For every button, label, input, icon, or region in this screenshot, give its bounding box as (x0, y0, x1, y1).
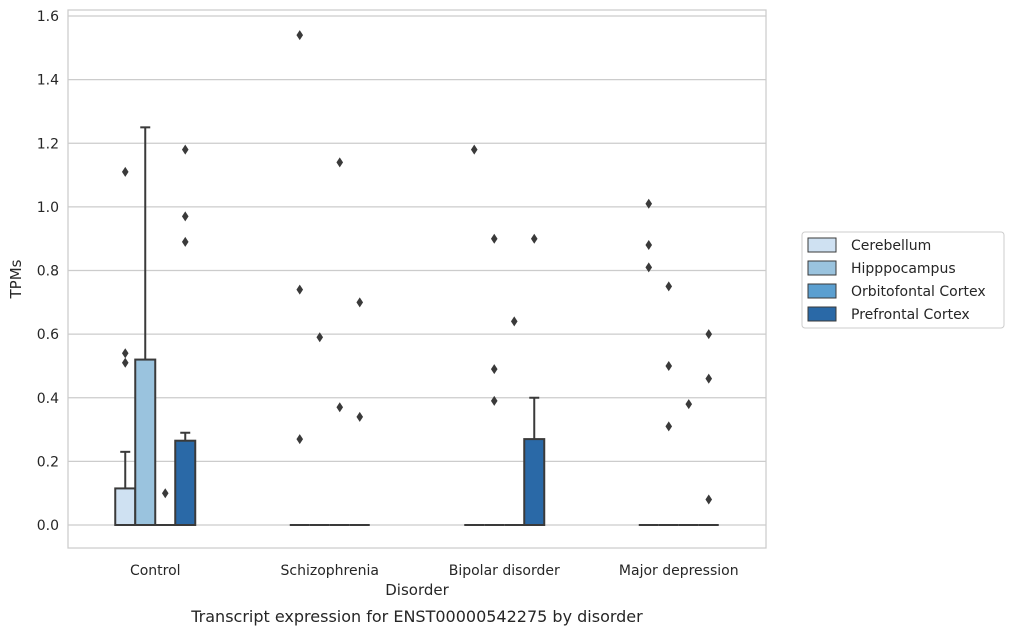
box-prefrontal-cortex (523, 233, 546, 527)
outlier-point (181, 211, 189, 222)
outlier-point (181, 144, 189, 155)
box (174, 439, 197, 526)
chart-caption: Transcript expression for ENST0000054227… (190, 607, 643, 626)
box (523, 438, 546, 527)
box-prefrontal-cortex (698, 329, 719, 526)
outlier-point (181, 236, 189, 247)
outlier-point (121, 357, 129, 368)
x-tick-label: Bipolar disorder (449, 563, 560, 579)
outlier-point (685, 399, 693, 410)
box-hipppocampus (134, 126, 157, 527)
outlier-point (356, 297, 364, 308)
outlier-point (665, 360, 673, 371)
outlier-point (316, 332, 324, 343)
outlier-point (490, 364, 498, 375)
x-tick-label: Major depression (619, 563, 739, 579)
box-orbitofontal-cortex (329, 157, 350, 526)
legend-label: Cerebellum (851, 238, 931, 254)
outlier-point (645, 262, 653, 273)
outlier-point (336, 157, 344, 168)
outlier-point (510, 316, 518, 327)
box-cerebellum (289, 30, 310, 526)
boxes-layer (114, 30, 719, 527)
y-tick-label: 1.6 (37, 9, 59, 25)
y-tick-label: 0.4 (37, 391, 59, 407)
y-tick-label: 1.2 (37, 136, 59, 152)
legend-swatch (807, 260, 837, 276)
outlier-point (705, 373, 713, 384)
box-orbitofontal-cortex (678, 399, 699, 526)
x-tick-labels: Control Schizophrenia Bipolar disorder Majo… (130, 563, 739, 579)
outlier-point (336, 402, 344, 413)
box (134, 358, 157, 527)
outlier-point (470, 144, 478, 155)
outlier-point (490, 233, 498, 244)
outlier-point (121, 348, 129, 359)
outlier-point (645, 240, 653, 251)
outlier-point (530, 233, 538, 244)
outlier-point (296, 30, 304, 41)
x-axis-label: Disorder (385, 581, 449, 599)
legend-swatch (807, 306, 837, 322)
y-tick-label: 0.0 (37, 518, 59, 534)
box-cerebellum (638, 198, 659, 526)
y-tick-label: 1.4 (37, 73, 59, 89)
outlier-point (121, 166, 129, 177)
box (114, 487, 137, 526)
box-hipppocampus (309, 332, 330, 526)
legend: Cerebellum Hipppocampus Orbitofontal Corte… (801, 231, 1005, 329)
legend-frame (801, 231, 1005, 329)
outlier-point (705, 494, 713, 505)
y-tick-labels: 0.0 0.2 0.4 0.6 0.8 1.0 1.2 1.4 1.6 (37, 9, 59, 534)
y-tick-label: 0.8 (37, 264, 59, 280)
box-prefrontal-cortex (349, 297, 370, 526)
box-orbitofontal-cortex (155, 488, 176, 526)
outlier-point (665, 281, 673, 292)
y-tick-label: 0.2 (37, 454, 59, 470)
plot-frame (67, 9, 767, 549)
box-orbitofontal-cortex (504, 316, 525, 526)
box-prefrontal-cortex (174, 144, 197, 526)
legend-swatch (807, 283, 837, 299)
y-tick-label: 0.6 (37, 327, 59, 343)
legend-label: Orbitofontal Cortex (851, 284, 986, 300)
outlier-point (296, 284, 304, 295)
box-cerebellum (114, 166, 137, 526)
outlier-point (705, 329, 713, 340)
box-hipppocampus (484, 233, 505, 526)
outlier-point (161, 488, 169, 499)
outlier-point (665, 421, 673, 432)
y-axis-label: TPMs (7, 259, 25, 299)
legend-label: Prefrontal Cortex (851, 307, 970, 323)
x-tick-label: Control (130, 563, 181, 579)
legend-label: Hipppocampus (851, 261, 956, 277)
y-tick-label: 1.0 (37, 200, 59, 216)
box-cerebellum (464, 144, 485, 526)
legend-swatch (807, 237, 837, 253)
x-tick-label: Schizophrenia (281, 563, 379, 579)
box-hipppocampus (658, 281, 679, 526)
outlier-point (296, 434, 304, 445)
outlier-point (356, 411, 364, 422)
outlier-point (645, 198, 653, 209)
outlier-point (490, 395, 498, 406)
